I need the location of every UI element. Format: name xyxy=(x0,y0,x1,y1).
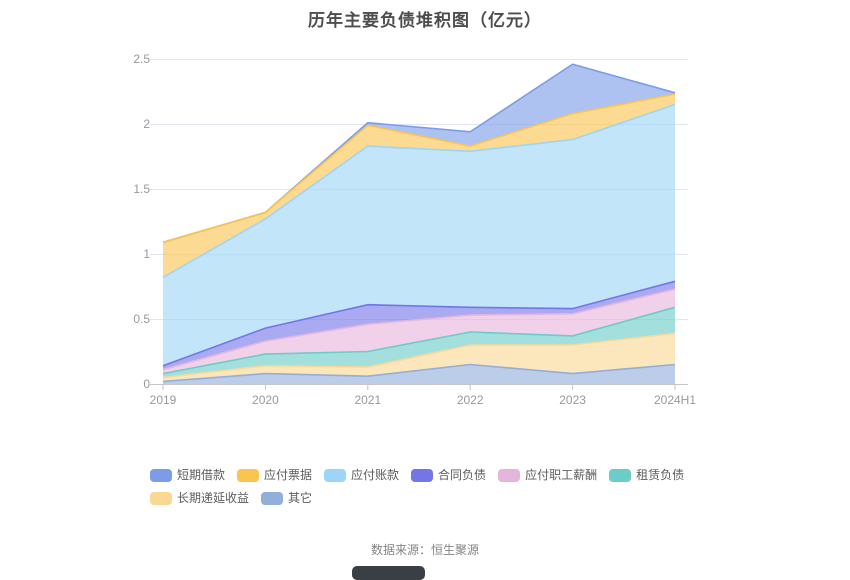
legend-swatch-others xyxy=(261,492,284,505)
legend-label: 合同负债 xyxy=(438,468,487,482)
legend-swatch-notes-payable xyxy=(237,469,260,482)
chart-title: 历年主要负债堆积图（亿元） xyxy=(308,11,542,30)
series-line-payroll-payable xyxy=(162,288,676,371)
legend-item-payroll-payable[interactable]: 应付职工薪酬 xyxy=(498,468,597,483)
x-axis-ticks xyxy=(162,384,676,390)
area-accounts-payable[interactable] xyxy=(163,104,675,366)
area-notes-payable[interactable] xyxy=(163,94,675,278)
legend-label: 长期递延收益 xyxy=(177,491,250,505)
legend-swatch-contract-liabilities xyxy=(411,469,434,482)
legend-item-short-term-loans[interactable]: 短期借款 xyxy=(150,468,225,483)
legend-item-notes-payable[interactable]: 应付票据 xyxy=(237,468,312,483)
x-tick-2019: 2019 xyxy=(150,393,177,407)
x-tick-2024h1: 2024H1 xyxy=(654,393,696,407)
legend-item-deferred-income[interactable]: 长期递延收益 xyxy=(150,491,249,506)
series-line-others xyxy=(162,363,676,383)
data-source-note: 数据来源：恒生聚源 xyxy=(370,543,479,557)
series-line-contract-liabilities xyxy=(162,280,676,367)
area-payroll-payable[interactable] xyxy=(163,289,675,374)
series-line-lease-liabilities xyxy=(162,306,676,375)
legend-label: 应付票据 xyxy=(264,468,313,482)
series-line-accounts-payable xyxy=(162,103,676,279)
x-tick-2023: 2023 xyxy=(559,393,586,407)
legend-item-contract-liabilities[interactable]: 合同负债 xyxy=(411,468,486,483)
legend-swatch-short-term-loans xyxy=(150,469,172,482)
x-tick-2020: 2020 xyxy=(252,393,279,407)
series-line-notes-payable xyxy=(162,93,676,244)
y-axis-labels: 0 0.5 1 1.5 2 2.5 xyxy=(133,52,150,391)
y-tick-0: 0 xyxy=(143,377,150,391)
legend-swatch-lease-liabilities xyxy=(609,469,632,482)
y-tick-1: 1 xyxy=(143,247,150,261)
area-others[interactable] xyxy=(163,364,675,385)
legend-swatch-payroll-payable xyxy=(498,469,521,482)
stacked-area-chart[interactable]: 0 0.5 1 1.5 2 2.5 2019 2020 2021 2022 20… xyxy=(0,0,850,460)
legend-swatch-deferred-income xyxy=(150,492,172,505)
legend-label: 其它 xyxy=(288,491,313,505)
y-tick-2-5: 2.5 xyxy=(133,52,150,66)
legend-item-lease-liabilities[interactable]: 租赁负债 xyxy=(609,468,684,483)
legend-swatch-accounts-payable xyxy=(324,469,347,482)
y-tick-2: 2 xyxy=(143,117,150,131)
series-line-deferred-income xyxy=(162,332,676,379)
x-tick-2022: 2022 xyxy=(457,393,484,407)
legend-label: 应付职工薪酬 xyxy=(525,468,598,482)
y-tick-1-5: 1.5 xyxy=(133,182,150,196)
legend-item-accounts-payable[interactable]: 应付账款 xyxy=(324,468,399,483)
y-tick-0-5: 0.5 xyxy=(133,312,150,326)
legend: 短期借款 应付票据 应付账款 合同负债 应付职工薪酬 租赁负债长期递延收益 其它 xyxy=(150,468,730,506)
legend-item-others[interactable]: 其它 xyxy=(261,491,312,506)
area-short-term-loans[interactable] xyxy=(163,64,675,243)
x-tick-2021: 2021 xyxy=(354,393,381,407)
legend-label: 应付账款 xyxy=(351,468,400,482)
x-axis-labels: 2019 2020 2021 2022 2023 2024H1 xyxy=(150,393,697,407)
legend-label: 短期借款 xyxy=(177,468,226,482)
legend-label: 租赁负债 xyxy=(636,468,685,482)
cropped-bottom-badge xyxy=(352,566,425,580)
